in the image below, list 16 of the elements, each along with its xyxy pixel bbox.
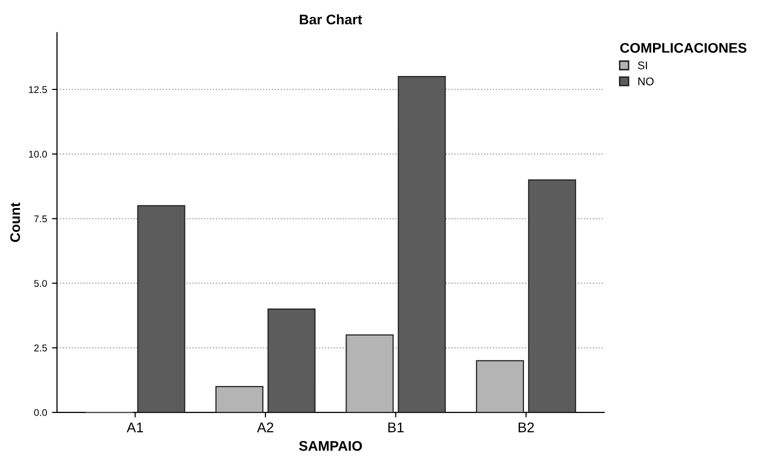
x-tick-label: B2 (518, 422, 534, 432)
chart-title: Bar Chart (300, 14, 362, 24)
x-axis-title: SAMPAIO (299, 441, 362, 451)
y-tick-label: 12.5 (29, 86, 47, 94)
y-tick-label: 2.5 (34, 344, 47, 352)
y-tick-label: 0.0 (34, 409, 47, 416)
y-tick-label: 5.0 (34, 280, 47, 287)
legend-label: SI (638, 61, 647, 70)
x-tick-label: A2 (256, 422, 274, 432)
legend-label: NO (638, 77, 654, 86)
legend-title: COMPLICACIONES (620, 42, 746, 53)
y-tick-label: 7.5 (34, 215, 47, 222)
x-tick-label: A1 (126, 422, 143, 432)
x-tick-label: B1 (388, 422, 404, 432)
y-tick-label: 10.0 (29, 150, 47, 158)
y-axis-title: Count (10, 202, 20, 242)
